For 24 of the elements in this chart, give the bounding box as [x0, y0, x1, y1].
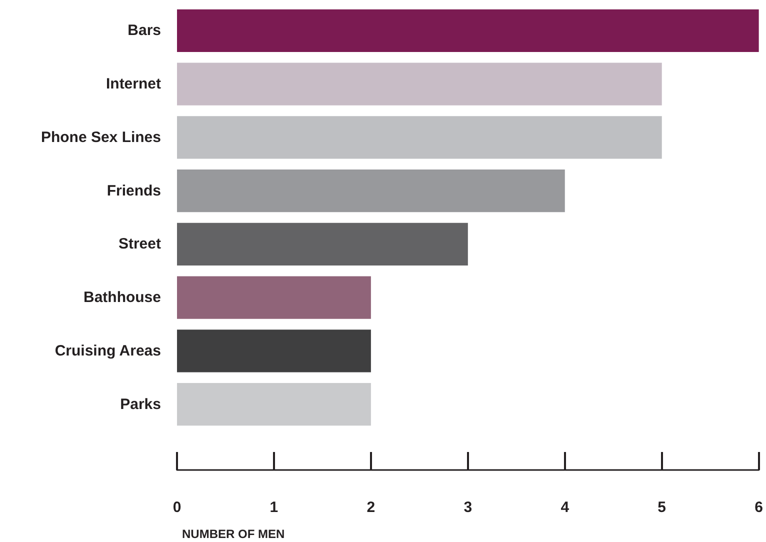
y-tick-label: Phone Sex Lines: [40, 128, 161, 146]
y-tick-label: Parks: [120, 396, 161, 413]
x-axis-title: NUMBER OF MEN: [182, 527, 285, 541]
x-tick-label: 2: [366, 499, 376, 516]
y-tick-label: Cruising Areas: [54, 342, 161, 360]
y-tick-label: Friends: [106, 182, 161, 200]
bar: [177, 62, 662, 106]
bar: [177, 222, 468, 266]
x-tick-label: 0: [172, 499, 182, 516]
x-tick-label: 1: [270, 499, 278, 516]
x-tick-label: 4: [560, 499, 570, 516]
bar: [177, 116, 662, 159]
y-tick-label: Bathhouse: [83, 289, 161, 306]
x-tick-label: 3: [464, 499, 472, 516]
bar: [177, 276, 371, 319]
x-tick-label: 6: [754, 499, 763, 516]
y-tick-label: Street: [118, 236, 161, 253]
y-tick-label: Internet: [106, 76, 161, 93]
x-tick-label: 5: [658, 499, 666, 516]
bar: [177, 330, 371, 372]
y-tick-label: Bars: [128, 22, 161, 40]
bar: [177, 382, 371, 426]
bar: [177, 169, 565, 212]
bar: [177, 9, 759, 52]
